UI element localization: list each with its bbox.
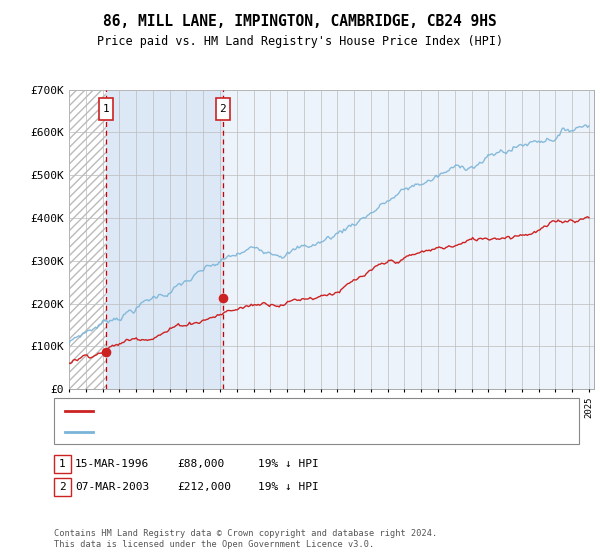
Text: Price paid vs. HM Land Registry's House Price Index (HPI): Price paid vs. HM Land Registry's House … bbox=[97, 35, 503, 48]
Text: 86, MILL LANE, IMPINGTON, CAMBRIDGE, CB24 9HS: 86, MILL LANE, IMPINGTON, CAMBRIDGE, CB2… bbox=[103, 14, 497, 29]
Text: 07-MAR-2003: 07-MAR-2003 bbox=[75, 482, 149, 492]
Text: 19% ↓ HPI: 19% ↓ HPI bbox=[258, 482, 319, 492]
Text: 2: 2 bbox=[59, 482, 66, 492]
Text: Contains HM Land Registry data © Crown copyright and database right 2024.
This d: Contains HM Land Registry data © Crown c… bbox=[54, 529, 437, 549]
Text: 19% ↓ HPI: 19% ↓ HPI bbox=[258, 459, 319, 469]
Text: HPI: Average price, detached house, South Cambridgeshire: HPI: Average price, detached house, Sout… bbox=[99, 427, 435, 437]
Text: 2: 2 bbox=[220, 104, 226, 114]
FancyBboxPatch shape bbox=[216, 98, 230, 120]
Text: 15-MAR-1996: 15-MAR-1996 bbox=[75, 459, 149, 469]
Text: 1: 1 bbox=[59, 459, 66, 469]
FancyBboxPatch shape bbox=[98, 98, 113, 120]
Text: £212,000: £212,000 bbox=[177, 482, 231, 492]
Text: 86, MILL LANE, IMPINGTON, CAMBRIDGE, CB24 9HS (detached house): 86, MILL LANE, IMPINGTON, CAMBRIDGE, CB2… bbox=[99, 407, 471, 417]
Bar bbox=[106, 90, 223, 389]
Text: £88,000: £88,000 bbox=[177, 459, 224, 469]
Text: 1: 1 bbox=[103, 104, 109, 114]
